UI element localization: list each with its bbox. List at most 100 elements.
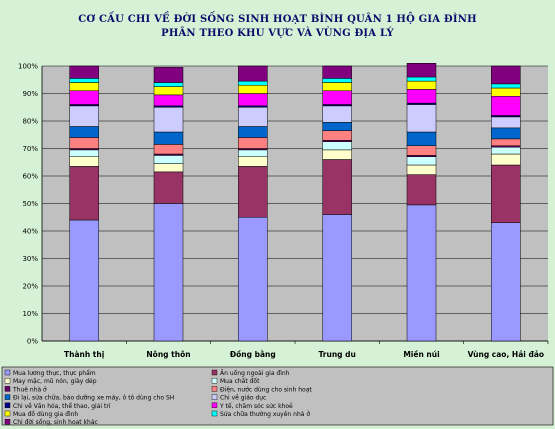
legend-label: Thuê nhà ở [12, 386, 47, 393]
bar-segment [153, 131, 184, 145]
legend-label: Chi về giáo dục [220, 394, 266, 402]
bar-segment [406, 76, 437, 82]
bar-segment [491, 127, 521, 140]
bar-segment [406, 80, 437, 90]
legend-swatch [4, 369, 11, 376]
bar-segment [406, 89, 437, 104]
bar-segment [238, 217, 268, 342]
bar-segment [69, 166, 99, 221]
bar-segment [238, 107, 268, 127]
legend-label: Điện, nước dùng cho sinh hoạt [220, 386, 312, 393]
bar-segment [491, 164, 521, 223]
y-tick-label: 90% [22, 90, 38, 98]
bar-segment [406, 131, 437, 146]
bar-segment [238, 149, 268, 157]
chart-subtitle: PHÂN THEO KHU VỰC VÀ VÙNG ĐỊA LÝ [161, 28, 394, 39]
chart-title: CƠ CẤU CHI VỀ ĐỜI SỐNG SINH HOẠT BÌNH QU… [78, 14, 477, 25]
x-tick-label: Đồng bằng [230, 350, 276, 359]
bar-segment [322, 141, 352, 151]
bar-segment [322, 159, 352, 215]
bar-segment [153, 107, 184, 133]
bar-segment [69, 219, 99, 342]
bar-segment [153, 86, 184, 96]
bar-segment [406, 63, 437, 78]
bar-segment [238, 65, 268, 82]
bar-segment [491, 87, 521, 97]
legend-swatch [4, 419, 11, 425]
bar-segment [153, 67, 184, 83]
bar-segment [153, 144, 184, 155]
bar-segment [238, 126, 268, 138]
y-tick-label: 60% [22, 173, 38, 181]
legend-swatch [4, 402, 11, 408]
legend-swatch [211, 394, 218, 400]
bar-segment [238, 166, 268, 218]
bar-segment [406, 156, 437, 166]
legend-label: Y tế, chăm sóc sức khoẻ [219, 403, 293, 410]
bar-segment [238, 85, 268, 94]
legend-label: Chi đời sống, sinh hoạt khác [13, 419, 98, 426]
bar-segment [238, 156, 268, 167]
bar-segment [69, 105, 99, 127]
legend-swatch [211, 378, 218, 384]
legend-label: Sửa chữa thường xuyên nhà ở [220, 411, 310, 418]
y-tick-label: 30% [22, 255, 38, 263]
bar-segment [406, 164, 437, 175]
bar-segment [491, 146, 521, 155]
legend-swatch [211, 402, 218, 408]
x-tick-label: Nông thôn [146, 350, 190, 359]
legend-label: Đi lại, sửa chữa, bảo dưỡng xe máy, ô tô… [13, 395, 174, 402]
bar-segment [238, 93, 268, 107]
y-tick-label: 80% [22, 118, 38, 126]
bar-segment [322, 130, 352, 141]
bar-segment [69, 149, 99, 157]
y-tick-label: 50% [22, 200, 38, 208]
bar-segment [322, 149, 352, 160]
legend-label: Chi về Văn hóa, thể thao, giải trí [13, 402, 111, 410]
y-tick-label: 70% [22, 145, 38, 153]
y-tick-label: 40% [22, 228, 38, 236]
bar-segment [238, 80, 268, 86]
bar-segment [491, 222, 521, 342]
bar-segment [322, 90, 352, 105]
bar-segment [153, 94, 184, 107]
bar-segment [69, 90, 99, 105]
bar-segment [491, 116, 521, 129]
legend-label: May mặc, mũ nón, giày dép [13, 378, 97, 385]
bar-segment [238, 137, 268, 149]
legend-label: Mua chất đốt [220, 378, 260, 385]
bar-segment [322, 214, 352, 342]
legend-label: Mua đồ dùng gia đình [13, 410, 78, 418]
bar-segment [69, 137, 99, 149]
y-tick-label: 20% [22, 283, 38, 291]
bar-segment [69, 126, 99, 138]
y-tick-label: 10% [22, 310, 38, 318]
y-tick-label: 100% [18, 63, 38, 71]
bar-segment [69, 82, 99, 91]
legend-label: Ăn uống ngoài gia đình [220, 370, 290, 377]
bar-segment [406, 174, 437, 206]
bar-segment [153, 82, 184, 87]
bar-segment [491, 96, 521, 116]
y-tick-label: 0% [27, 338, 38, 346]
bar-segment [153, 155, 184, 164]
bar-segment [491, 83, 521, 89]
legend-swatch [211, 369, 218, 376]
bar-segment [491, 153, 521, 166]
bar-segment [69, 65, 99, 79]
bar-segment [406, 145, 437, 156]
x-tick-label: Vùng cao, Hải đảo [468, 350, 544, 359]
bar-segment [322, 78, 352, 83]
bar-segment [69, 78, 99, 83]
bar-segment [322, 122, 352, 131]
bar-segment [491, 65, 521, 85]
legend-swatch [4, 410, 11, 417]
bar-segment [153, 171, 184, 204]
legend-swatch [4, 394, 11, 400]
bar-segment [322, 82, 352, 91]
bar-segment [406, 104, 437, 133]
bar-segment [322, 105, 352, 123]
legend-swatch [211, 386, 218, 392]
